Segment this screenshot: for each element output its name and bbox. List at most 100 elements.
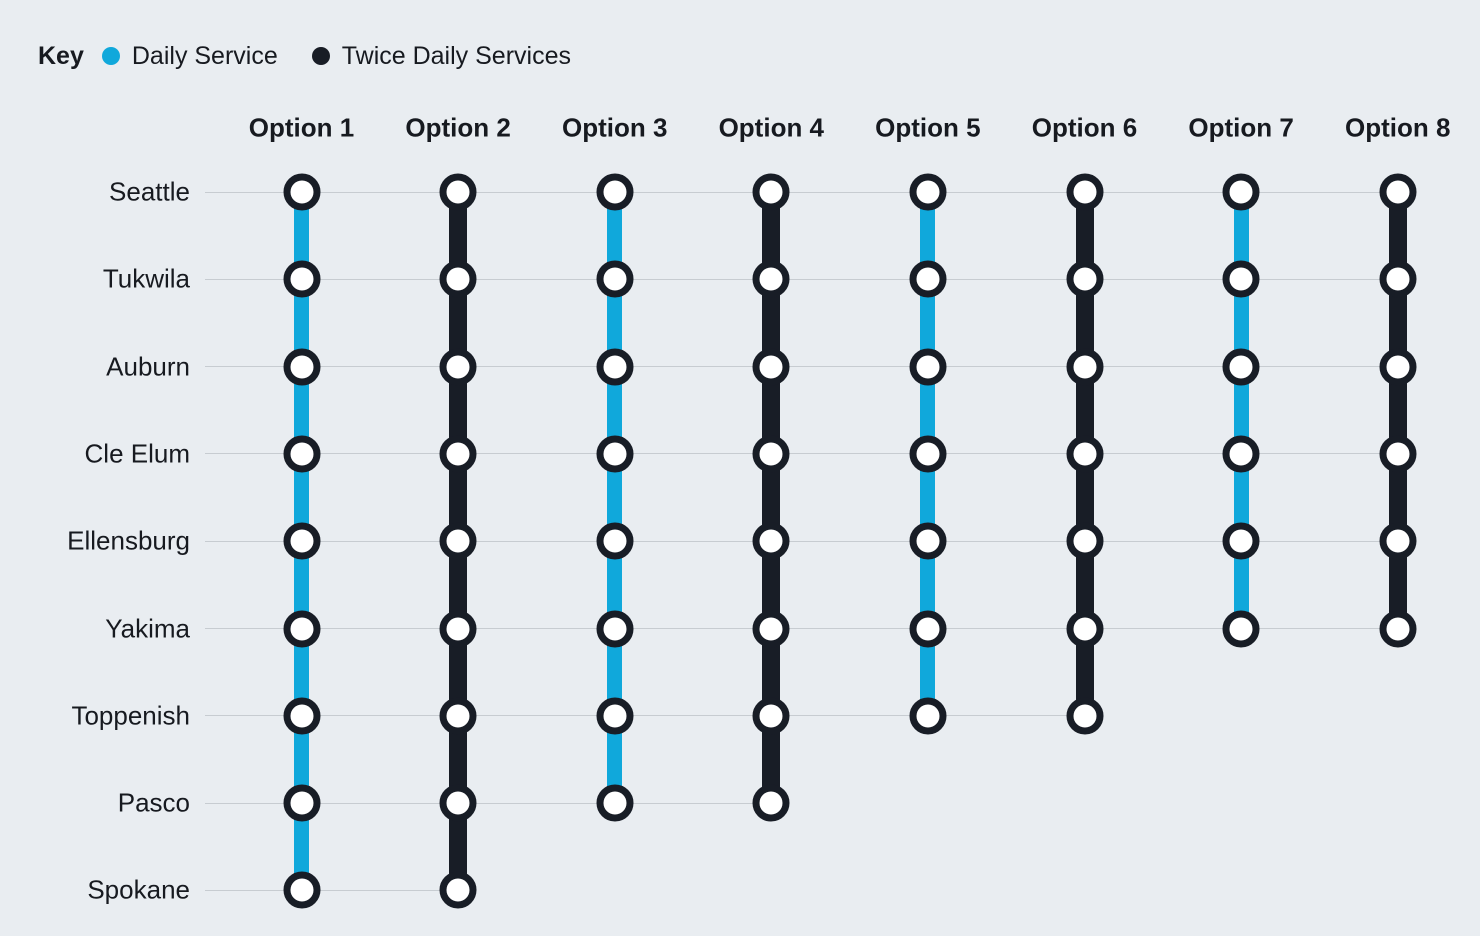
station-label: Tukwila	[102, 263, 190, 294]
station-stop	[1379, 610, 1417, 647]
legend-key-label: Key	[38, 42, 84, 70]
gridline	[205, 191, 1398, 193]
station-stop	[1222, 173, 1260, 211]
gridline	[205, 802, 772, 804]
option-header: Option 2	[405, 112, 511, 143]
station-stop	[596, 784, 634, 822]
station-stop	[752, 784, 790, 822]
station-stop	[1379, 522, 1417, 560]
station-stop	[283, 784, 320, 822]
station-stop	[596, 697, 634, 735]
station-stop	[1379, 173, 1417, 211]
station-stop	[439, 173, 477, 211]
station-stop	[1066, 348, 1103, 386]
option-header: Option 8	[1344, 112, 1451, 143]
option-header: Option 1	[248, 112, 355, 143]
station-stop	[439, 610, 477, 647]
station-stop	[1222, 260, 1260, 298]
station-stop	[439, 522, 477, 560]
legend-item-twice-daily: Twice Daily Services	[311, 40, 571, 72]
station-stop	[283, 435, 320, 473]
option-header: Option 7	[1188, 112, 1294, 143]
gridline	[205, 278, 1398, 280]
station-stop	[1222, 610, 1260, 647]
station-stop	[1066, 697, 1103, 735]
station-stop	[752, 435, 790, 473]
option-header: Option 5	[875, 112, 981, 143]
service-line-daily	[607, 192, 623, 804]
station-stop	[1222, 348, 1260, 386]
gridline	[205, 889, 459, 891]
station-stop	[1066, 522, 1103, 560]
legend-item-label: Daily Service	[131, 42, 278, 70]
station-stop	[909, 173, 947, 211]
option-header: Option 3	[561, 112, 668, 143]
station-stop	[909, 435, 947, 473]
station-stop	[283, 173, 320, 211]
station-stop	[1066, 173, 1103, 211]
station-stop	[283, 697, 320, 735]
station-stop	[596, 348, 634, 386]
daily-service-dot-icon	[101, 47, 120, 65]
station-stop	[439, 697, 477, 735]
station-stop	[283, 348, 320, 386]
station-stop	[1066, 435, 1103, 473]
gridline	[205, 453, 1398, 455]
gridline	[205, 715, 1085, 717]
gridline	[205, 366, 1398, 368]
option-header: Option 6	[1031, 112, 1138, 143]
station-label: Auburn	[106, 351, 190, 382]
station-stop	[596, 173, 634, 211]
station-label: Pasco	[117, 787, 190, 818]
legend-item-daily: Daily Service	[101, 40, 278, 72]
service-line-twice-daily	[762, 192, 781, 804]
station-stop	[909, 522, 947, 560]
station-stop	[909, 610, 947, 647]
station-label: Seattle	[109, 176, 190, 207]
station-label: Spokane	[87, 874, 190, 905]
station-stop	[1222, 522, 1260, 560]
station-label: Ellensburg	[67, 525, 190, 556]
service-line-daily	[1233, 192, 1249, 629]
station-label: Yakima	[105, 613, 190, 643]
station-stop	[283, 522, 320, 560]
station-stop	[283, 871, 320, 909]
station-stop	[752, 522, 790, 560]
station-stop	[909, 697, 947, 735]
station-stop	[439, 260, 477, 298]
station-label: Cle Elum	[84, 438, 190, 469]
option-header: Option 4	[718, 112, 825, 143]
station-stop	[909, 348, 947, 386]
station-stop	[283, 260, 320, 298]
legend: Key Daily Service Twice Daily Services	[38, 40, 605, 72]
service-line-twice-daily	[1388, 192, 1407, 629]
station-stop	[596, 522, 634, 560]
station-stop	[752, 348, 790, 386]
station-stop	[1066, 260, 1103, 298]
station-stop	[752, 697, 790, 735]
station-stop	[439, 435, 477, 473]
station-stop	[596, 260, 634, 298]
station-stop	[596, 435, 634, 473]
station-stop	[1379, 435, 1417, 473]
station-stop	[439, 871, 477, 909]
station-stop	[752, 173, 790, 211]
station-stop	[1379, 348, 1417, 386]
station-stop	[1379, 260, 1417, 298]
station-stop	[283, 610, 320, 647]
station-label: Toppenish	[71, 700, 190, 731]
station-stop	[1222, 435, 1260, 473]
legend-item-label: Twice Daily Services	[341, 42, 571, 70]
twice-daily-service-dot-icon	[311, 47, 330, 65]
gridline	[205, 540, 1398, 542]
station-stop	[752, 610, 790, 647]
station-stop	[1066, 610, 1103, 647]
station-stop	[439, 348, 477, 386]
station-stop	[752, 260, 790, 298]
station-stop	[909, 260, 947, 298]
gridline	[205, 628, 1398, 629]
station-stop	[439, 784, 477, 822]
station-stop	[596, 610, 634, 647]
